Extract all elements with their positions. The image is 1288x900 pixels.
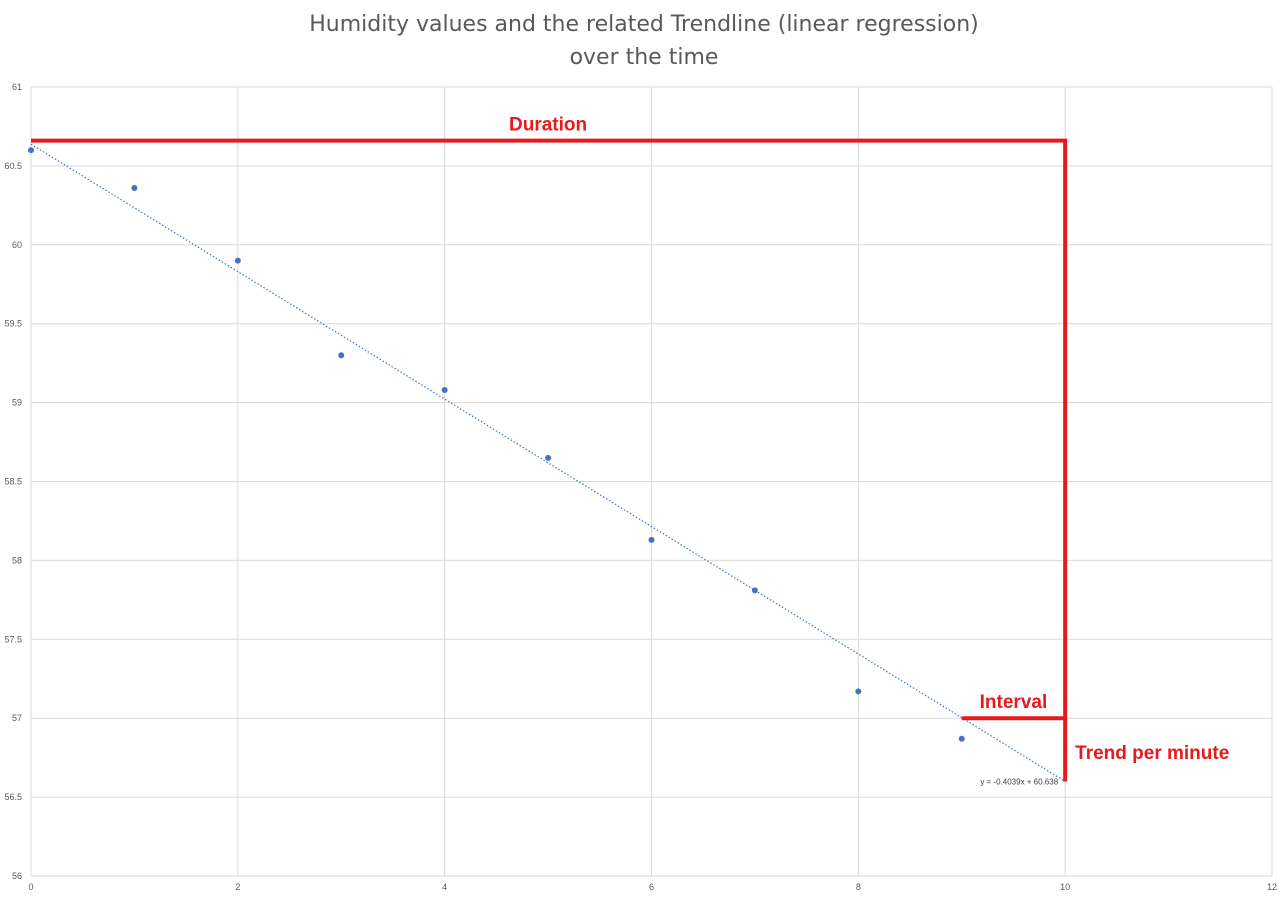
y-tick-label: 56	[12, 871, 22, 881]
chart-title-line-1: Humidity values and the related Trendlin…	[309, 12, 979, 37]
y-tick-label: 58.5	[4, 477, 22, 487]
trendline	[30, 143, 1066, 782]
data-point	[751, 587, 758, 594]
data-point	[338, 352, 345, 359]
x-tick-label: 10	[1060, 882, 1070, 892]
data-point	[648, 536, 655, 543]
x-tick-label: 12	[1267, 882, 1277, 892]
y-tick-label: 59.5	[4, 319, 22, 329]
data-point	[131, 184, 138, 191]
trend-per-minute-label: Trend per minute	[1075, 743, 1229, 764]
x-tick-label: 6	[649, 882, 654, 892]
x-tick-label: 0	[28, 882, 33, 892]
x-tick-label: 2	[235, 882, 240, 892]
y-tick-label: 60	[12, 240, 22, 250]
data-point	[234, 257, 241, 264]
data-point	[28, 147, 34, 154]
y-tick-label: 58	[12, 555, 22, 565]
x-tick-label: 4	[442, 882, 447, 892]
duration-label: Duration	[509, 115, 587, 136]
y-tick-label: 59	[12, 398, 22, 408]
y-tick-label: 57	[12, 713, 22, 723]
data-points	[28, 147, 965, 742]
interval-label: Interval	[980, 692, 1048, 713]
y-tick-label: 60.5	[4, 161, 22, 171]
trendline-equation: y = -0.4039x + 60.638	[980, 777, 1058, 786]
annotations: Duration Trend per minute Interval	[31, 115, 1229, 782]
chart-title-line-2: over the time	[569, 45, 719, 70]
y-tick-label: 61	[12, 82, 22, 92]
data-point	[855, 688, 862, 695]
y-tick-label: 56.5	[4, 792, 22, 802]
data-point	[958, 735, 965, 742]
x-tick-label: 8	[856, 882, 861, 892]
data-point	[545, 454, 552, 461]
trendline-group: y = -0.4039x + 60.638	[30, 143, 1066, 786]
chart-title: Humidity values and the related Trendlin…	[0, 8, 1288, 74]
tick-labels: 56 56.5 57 57.5 58 58.5 59 59.5 60 60.5 61 0 2 4 6 8 10 1…	[4, 82, 1277, 892]
data-point	[441, 386, 448, 393]
y-tick-label: 57.5	[4, 634, 22, 644]
